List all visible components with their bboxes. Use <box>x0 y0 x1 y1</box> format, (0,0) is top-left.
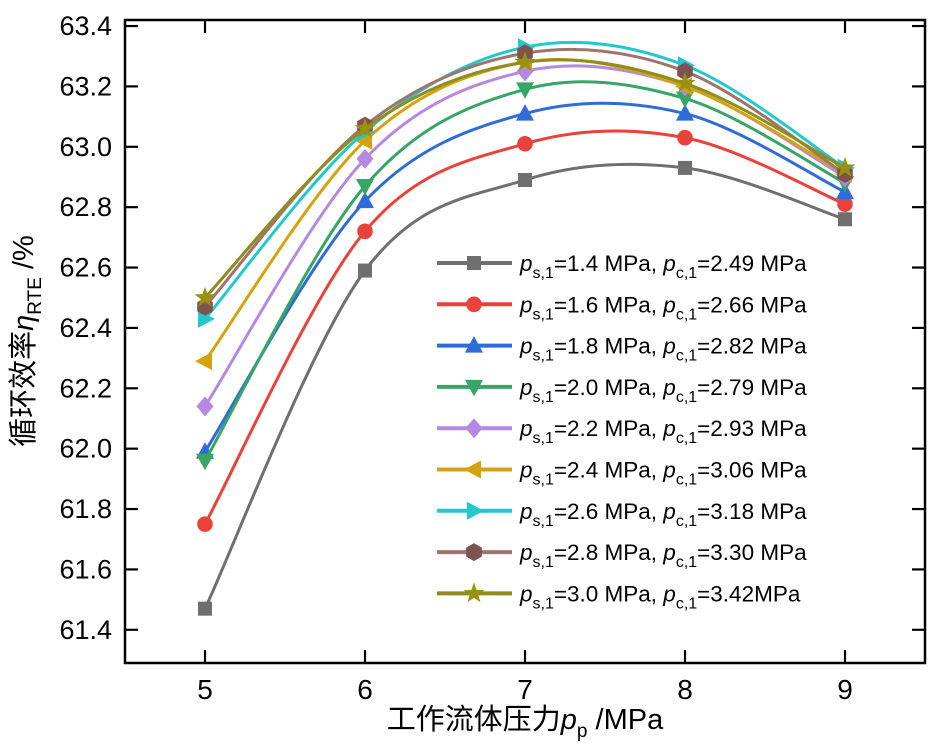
star-marker-icon <box>463 582 485 603</box>
square-marker-icon <box>198 601 212 616</box>
legend-item-7: ps,1=2.8 MPa, pc,1=3.30 MPa <box>437 540 807 571</box>
legend-item-6: ps,1=2.6 MPa, pc,1=3.18 MPa <box>437 499 807 530</box>
x-tick-label: 6 <box>357 674 373 705</box>
legend-item-4: ps,1=2.2 MPa, pc,1=2.93 MPa <box>437 416 807 447</box>
triangle-left-marker-icon <box>355 131 372 150</box>
star-marker-icon <box>834 156 856 177</box>
y-tick-label: 62.0 <box>59 434 112 464</box>
y-axis-title: 循环效率ηRTE /% <box>7 235 46 447</box>
y-tick-label: 61.8 <box>59 494 112 524</box>
legend-item-8: ps,1=3.0 MPa, pc,1=3.42MPa <box>437 581 801 612</box>
y-tick-label: 61.4 <box>59 615 112 645</box>
star-marker-icon <box>354 117 376 138</box>
circle-marker-icon <box>837 196 853 212</box>
series-line-2 <box>203 101 846 453</box>
diamond-marker-icon <box>465 418 483 439</box>
y-tick-label: 61.6 <box>59 554 112 584</box>
square-marker-icon <box>518 172 532 187</box>
series-line-0 <box>203 162 846 610</box>
y-tick-label: 62.4 <box>59 313 112 343</box>
legend-item-5: ps,1=2.4 MPa, pc,1=3.06 MPa <box>437 458 807 489</box>
legend-label: ps,1=1.8 MPa, pc,1=2.82 MPa <box>519 334 807 365</box>
series-3 <box>196 80 854 471</box>
hexagon-marker-icon <box>466 543 482 562</box>
x-tick-label: 8 <box>677 674 693 705</box>
y-tick-label: 63.4 <box>59 11 112 41</box>
triangle-right-marker-icon <box>198 309 215 328</box>
triangle-up-marker-icon <box>356 191 374 209</box>
square-marker-icon <box>838 212 852 227</box>
circle-marker-icon <box>466 296 482 313</box>
series-line-8 <box>203 58 846 299</box>
circle-marker-icon <box>517 135 533 152</box>
triangle-down-marker-icon <box>676 91 694 108</box>
star-marker-icon <box>194 286 216 307</box>
square-marker-icon <box>358 263 372 278</box>
diamond-marker-icon <box>196 396 214 417</box>
triangle-left-marker-icon <box>464 460 481 479</box>
legend-label: ps,1=1.4 MPa, pc,1=2.49 MPa <box>519 251 807 282</box>
legend-item-2: ps,1=1.8 MPa, pc,1=2.82 MPa <box>437 334 807 365</box>
hexagon-marker-icon <box>677 62 693 81</box>
y-tick-label: 62.2 <box>59 373 112 403</box>
triangle-down-marker-icon <box>465 379 483 397</box>
triangle-down-marker-icon <box>196 453 214 471</box>
legend-item-1: ps,1=1.6 MPa, pc,1=2.66 MPa <box>437 292 807 323</box>
y-tick-label: 63.2 <box>59 71 112 101</box>
legend-item-3: ps,1=2.0 MPa, pc,1=2.79 MPa <box>437 375 807 406</box>
triangle-up-marker-icon <box>676 104 694 121</box>
series-1 <box>197 129 853 532</box>
x-axis-title: 工作流体压力pp /MPa <box>387 703 664 741</box>
y-tick-label: 62.8 <box>59 192 112 222</box>
circle-marker-icon <box>677 129 693 146</box>
legend-label: ps,1=2.4 MPa, pc,1=3.06 MPa <box>519 458 807 489</box>
legend-label: ps,1=1.6 MPa, pc,1=2.66 MPa <box>519 292 807 323</box>
legend: ps,1=1.4 MPa, pc,1=2.49 MPa ps,1=1.6 MPa,… <box>437 251 807 612</box>
legend-label: ps,1=2.2 MPa, pc,1=2.93 MPa <box>519 416 807 447</box>
triangle-up-marker-icon <box>465 336 483 353</box>
legend-label: ps,1=3.0 MPa, pc,1=3.42MPa <box>519 581 801 612</box>
triangle-left-marker-icon <box>195 352 212 371</box>
legend-item-0: ps,1=1.4 MPa, pc,1=2.49 MPa <box>437 251 807 282</box>
star-marker-icon <box>674 72 696 93</box>
diamond-marker-icon <box>356 148 374 169</box>
x-tick-label: 9 <box>837 674 853 705</box>
triangle-up-marker-icon <box>516 104 534 121</box>
series-line-3 <box>203 80 846 462</box>
circle-marker-icon <box>357 223 373 240</box>
y-tick-label: 63.0 <box>59 132 112 162</box>
y-tick-label: 62.6 <box>59 253 112 283</box>
square-marker-icon <box>678 160 692 175</box>
series-line-1 <box>203 129 846 525</box>
legend-label: ps,1=2.8 MPa, pc,1=3.30 MPa <box>519 540 807 571</box>
series-0 <box>198 160 852 616</box>
square-marker-icon <box>467 256 481 270</box>
triangle-down-marker-icon <box>516 82 534 99</box>
circle-marker-icon <box>197 516 213 532</box>
x-tick-label: 7 <box>517 674 533 705</box>
series-8 <box>194 51 856 307</box>
legend-label: ps,1=2.6 MPa, pc,1=3.18 MPa <box>519 499 807 530</box>
star-marker-icon <box>514 51 536 72</box>
triangle-down-marker-icon <box>356 179 374 196</box>
triangle-right-marker-icon <box>467 501 484 520</box>
legend-label: ps,1=2.0 MPa, pc,1=2.79 MPa <box>519 375 807 406</box>
x-tick-label: 5 <box>197 674 213 705</box>
